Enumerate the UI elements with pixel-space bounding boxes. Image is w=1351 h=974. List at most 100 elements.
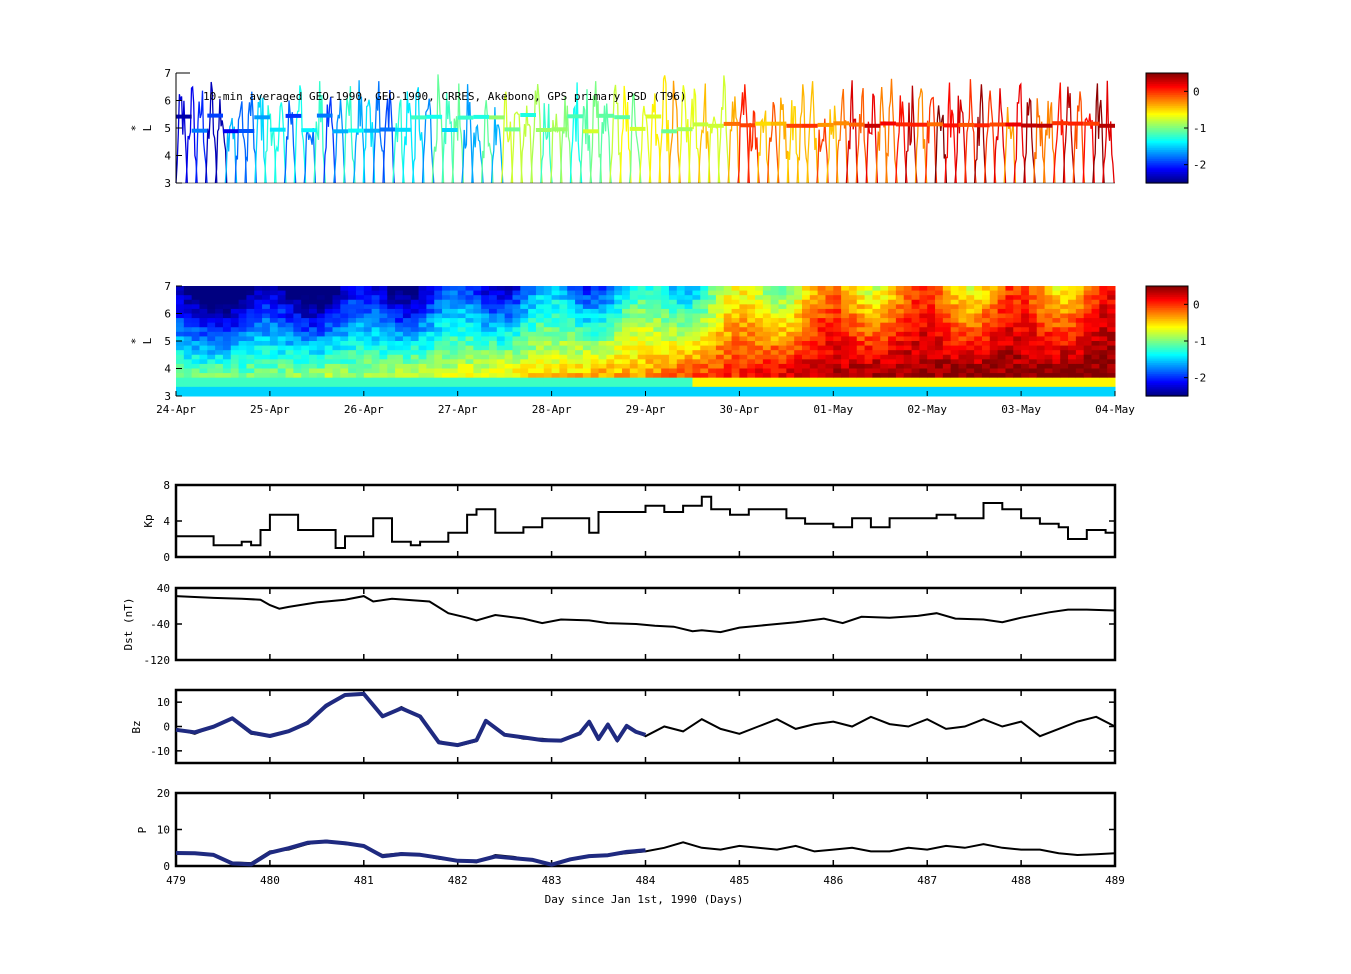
heatmap-cell <box>872 341 881 347</box>
heatmap-cell <box>755 295 764 301</box>
orbit-track <box>638 105 652 184</box>
heatmap-cell <box>700 290 709 296</box>
heatmap-cell <box>981 373 991 379</box>
heatmap-cell <box>872 304 881 310</box>
heatmap-cell <box>410 377 420 383</box>
heatmap-cell <box>199 286 208 292</box>
heatmap-cell <box>1036 359 1046 365</box>
heatmap-cell <box>457 341 467 347</box>
heatmap-cell <box>786 345 795 351</box>
heatmap-cell <box>590 336 600 342</box>
heatmap-cell <box>833 322 842 328</box>
heatmap-cell <box>825 363 834 369</box>
heatmap-cell <box>825 373 834 379</box>
heatmap-cell <box>246 377 255 383</box>
heatmap-cell <box>794 290 803 296</box>
orbit-psd-colorbar-band <box>1146 106 1188 109</box>
heatmap-cell <box>692 377 701 383</box>
heatmap-cell <box>1060 304 1069 310</box>
orbit-track <box>1062 86 1076 184</box>
heatmap-cell <box>434 286 443 292</box>
heatmap-cell <box>207 336 216 342</box>
heatmap-cell <box>465 368 474 374</box>
heatmap-cell <box>402 304 412 310</box>
heatmap-cell <box>653 308 662 314</box>
heatmap-cell <box>1068 336 1077 342</box>
heatmap-cell <box>708 327 717 333</box>
pressure-y-tick-label: 20 <box>157 787 170 800</box>
heatmap-cell <box>269 313 279 319</box>
heatmap-cell <box>238 336 247 342</box>
orbit-track <box>845 80 859 184</box>
heatmap-cell <box>614 336 623 342</box>
heatmap-cell <box>1107 308 1116 314</box>
heatmap-cell <box>1083 354 1093 360</box>
heatmap-cell <box>551 391 560 397</box>
heatmap-cell <box>481 391 490 397</box>
heatmap-cell <box>355 313 365 319</box>
heatmap-cell <box>1036 363 1046 369</box>
heatmap-cell <box>888 331 897 337</box>
heatmap-cell <box>802 373 811 379</box>
heatmap-cell <box>395 359 404 365</box>
orbit-track <box>589 81 603 184</box>
heatmap-cell <box>457 391 467 397</box>
orbit-track <box>855 88 869 184</box>
heatmap-cell <box>989 304 999 310</box>
orbit-track <box>323 96 336 184</box>
heatmap-cell <box>1107 313 1116 319</box>
heatmap-cell <box>230 313 240 319</box>
heatmap-cell <box>238 290 247 296</box>
heatmap-cell <box>708 377 717 383</box>
heatmap-cell <box>301 391 310 397</box>
heatmap-cell <box>856 304 866 310</box>
heatmap-cell <box>301 308 310 314</box>
heatmap-cell <box>489 354 498 360</box>
heatmap-cell <box>575 368 584 374</box>
heatmap-cell <box>856 368 866 374</box>
reanalysis-psd-colorbar-band <box>1146 341 1188 344</box>
heatmap-cell <box>1060 295 1069 301</box>
heatmap-cell <box>1052 354 1061 360</box>
heatmap-cell <box>222 327 232 333</box>
heatmap-cell <box>848 304 858 310</box>
heatmap-cell <box>950 386 959 392</box>
heatmap-cell <box>582 318 592 324</box>
heatmap-cell <box>277 331 287 337</box>
heatmap-cell <box>715 350 725 356</box>
heatmap-cell <box>1068 345 1077 351</box>
heatmap-cell <box>465 336 474 342</box>
orbit-psd-y-tick-label: 4 <box>164 150 171 163</box>
heatmap-cell <box>692 368 701 374</box>
orbit-psd-plot-area <box>175 74 1115 184</box>
heatmap-cell <box>504 345 513 351</box>
heatmap-cell <box>1044 345 1053 351</box>
heatmap-cell <box>449 341 459 347</box>
heatmap-cell <box>668 373 678 379</box>
heatmap-cell <box>489 391 498 397</box>
heatmap-cell <box>629 290 639 296</box>
heatmap-cell <box>183 350 193 356</box>
heatmap-cell <box>950 391 959 397</box>
heatmap-cell <box>442 286 451 292</box>
heatmap-cell <box>418 313 427 319</box>
heatmap-cell <box>309 363 318 369</box>
kp-panel: Kp 048 <box>142 479 1117 564</box>
heatmap-cell <box>653 304 662 310</box>
heatmap-cell <box>786 350 795 356</box>
orbit-track <box>559 95 573 184</box>
heatmap-cell <box>520 336 529 342</box>
heatmap-cell <box>512 350 521 356</box>
heatmap-cell <box>622 313 631 319</box>
heatmap-cell <box>567 377 576 383</box>
heatmap-cell <box>715 295 725 301</box>
heatmap-cell <box>496 295 506 301</box>
heatmap-cell <box>684 336 693 342</box>
heatmap-cell <box>277 286 287 292</box>
heatmap-cell <box>504 331 513 337</box>
heatmap-cell <box>966 295 975 301</box>
heatmap-cell <box>942 359 952 365</box>
heatmap-cell <box>1107 345 1116 351</box>
heatmap-cell <box>379 318 388 324</box>
heatmap-cell <box>622 331 631 337</box>
